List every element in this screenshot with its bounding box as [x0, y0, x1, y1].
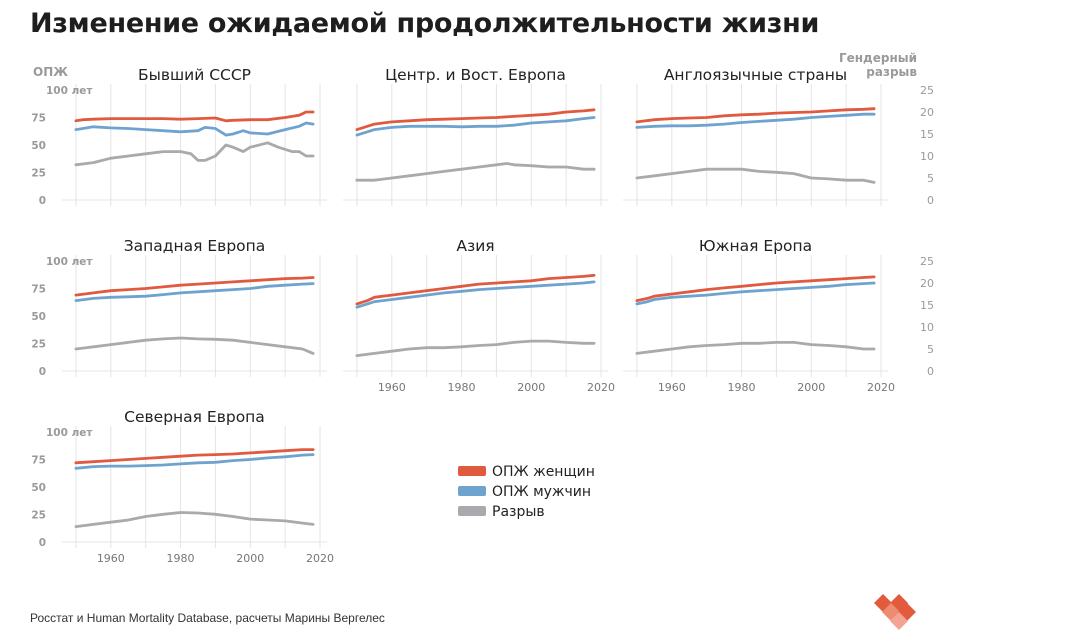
women-line [74, 448, 315, 465]
y-tick-right: 0 [927, 365, 934, 378]
legend-label: Разрыв [492, 504, 545, 520]
y-tick-left: 100 лет [46, 427, 93, 439]
x-tick: 1980 [448, 381, 476, 394]
panel-title: Азия [456, 237, 494, 255]
y-tick-left: 50 [31, 311, 46, 323]
gap-line [355, 339, 596, 357]
y-tick-left: 75 [31, 284, 46, 296]
x-tick: 1960 [97, 552, 125, 565]
men-line [635, 112, 876, 129]
x-tick: 2000 [517, 381, 545, 394]
x-tick: 1980 [167, 552, 195, 565]
x-tick: 2000 [797, 381, 825, 394]
y-tick-left: 50 [31, 140, 46, 152]
panel-title: Бывший СССР [138, 66, 251, 84]
panel-title: Северная Европа [124, 408, 265, 426]
panel-2 [343, 84, 608, 206]
women-line [74, 276, 315, 297]
y-tick-right: 15 [920, 128, 934, 141]
left-axis-label: ОПЖ [33, 65, 68, 79]
women-line [355, 108, 596, 131]
y-tick-right: 5 [927, 343, 934, 356]
y-tick-left: 100 лет [46, 256, 93, 268]
panel-title: Центр. и Вост. Европа [385, 66, 566, 84]
y-tick-left: 75 [31, 455, 46, 467]
x-tick: 2000 [236, 552, 264, 565]
y-tick-right: 25 [920, 255, 934, 268]
chart-title: Изменение ожидаемой продолжительности жи… [30, 8, 820, 39]
women-line [74, 110, 315, 123]
x-tick: 1960 [378, 381, 406, 394]
x-tick: 2020 [587, 381, 615, 394]
panel-title: Южная Еропа [699, 237, 812, 255]
women-line [635, 275, 876, 302]
x-tick: 1980 [728, 381, 756, 394]
y-tick-left: 50 [31, 482, 46, 494]
panel-5 [343, 255, 608, 377]
men-line [74, 453, 315, 470]
men-line [355, 116, 596, 137]
y-tick-right: 5 [927, 172, 934, 185]
source-note: Росстат и Human Mortality Database, расч… [30, 611, 385, 625]
legend-swatch [458, 486, 486, 496]
y-tick-right: 20 [920, 277, 934, 290]
x-tick: 1960 [658, 381, 686, 394]
panel-7 [62, 426, 327, 548]
y-tick-left: 100 лет [46, 85, 93, 97]
legend-label: ОПЖ женщин [492, 464, 595, 480]
x-tick: 2020 [306, 552, 334, 565]
panel-title: Западная Европа [124, 237, 266, 255]
panel-title: Англоязычные страны [664, 66, 847, 84]
y-tick-left: 0 [39, 366, 46, 378]
y-tick-left: 25 [31, 168, 46, 180]
gap-line [355, 162, 596, 182]
gap-line [74, 336, 315, 355]
y-tick-right: 0 [927, 194, 934, 207]
y-tick-left: 25 [31, 339, 46, 351]
panel-6 [623, 255, 888, 377]
y-tick-left: 0 [39, 195, 46, 207]
gap-line [74, 141, 315, 167]
panel-4 [62, 255, 327, 377]
men-line [355, 280, 596, 309]
panel-1 [62, 84, 327, 206]
x-tick: 2020 [867, 381, 895, 394]
panel-3 [623, 84, 888, 206]
y-tick-right: 10 [920, 150, 934, 163]
legend-label: ОПЖ мужчин [492, 484, 591, 500]
men-line [74, 121, 315, 137]
gap-line [74, 511, 315, 528]
gap-line [635, 341, 876, 355]
legend-swatch [458, 506, 486, 516]
gap-line [635, 167, 876, 184]
y-tick-left: 75 [31, 113, 46, 125]
brand-logo [874, 594, 916, 630]
women-line [355, 273, 596, 306]
y-tick-right: 25 [920, 84, 934, 97]
y-tick-right: 15 [920, 299, 934, 312]
men-line [74, 282, 315, 302]
right-axis-label: разрыв [866, 65, 917, 79]
men-line [635, 281, 876, 306]
legend-swatch [458, 466, 486, 476]
y-tick-right: 10 [920, 321, 934, 334]
y-tick-left: 25 [31, 510, 46, 522]
y-tick-left: 0 [39, 537, 46, 549]
women-line [635, 107, 876, 124]
y-tick-right: 20 [920, 106, 934, 119]
right-axis-label: Гендерный [839, 51, 917, 65]
